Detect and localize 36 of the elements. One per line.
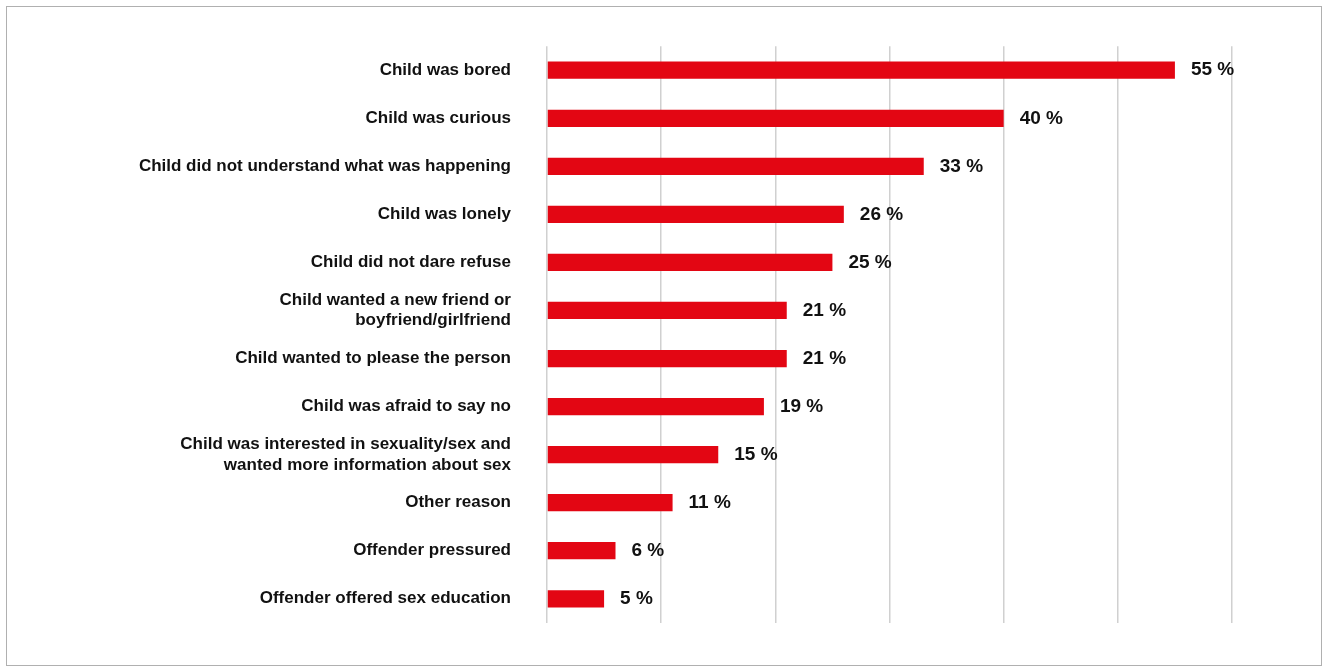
data-label: 26 % (859, 202, 904, 224)
data-label: 55 % (1190, 58, 1235, 80)
y-tick-label: Child was bored (379, 59, 511, 79)
bar (547, 494, 673, 512)
bar (547, 397, 764, 416)
bar (547, 542, 616, 560)
bar (547, 301, 787, 320)
y-tick-label: Child was curious (365, 107, 511, 127)
y-tick-label: Offender pressured (353, 540, 511, 560)
data-label: 6 % (631, 538, 665, 560)
y-tick-label: Child was afraid to say no (301, 396, 511, 416)
y-tick-label: Other reason (405, 492, 511, 512)
data-label: 21 % (802, 298, 847, 320)
bar (547, 590, 605, 608)
bar (547, 253, 833, 272)
data-label: 40 % (1019, 106, 1064, 128)
data-label: 15 % (734, 442, 778, 464)
y-tick-label: Child was interested in sexuality/sex and wanted more information about sex (180, 434, 512, 474)
y-tick-label: Child did not dare refuse (310, 252, 511, 272)
y-tick-label: Child wanted to please the person (235, 348, 511, 368)
y-tick-label: Child wanted a new friend or boyfriend/girlfriend (279, 289, 512, 330)
data-label: 21 % (802, 346, 847, 368)
data-label: 25 % (848, 250, 892, 272)
data-label: 19 % (779, 394, 824, 416)
y-tick-label: Child did not understand what was happening (138, 156, 511, 176)
data-label: 5 % (620, 587, 653, 609)
bar (547, 109, 1004, 127)
bar (547, 349, 787, 368)
y-tick-label: Child was lonely (377, 204, 512, 224)
data-label: 33 % (939, 154, 984, 176)
y-tick-label: Offender offered sex education (259, 588, 511, 608)
bar (547, 205, 844, 224)
bar (547, 157, 924, 175)
data-label: 11 % (688, 490, 731, 512)
bar (547, 61, 1175, 79)
bar (547, 445, 719, 464)
